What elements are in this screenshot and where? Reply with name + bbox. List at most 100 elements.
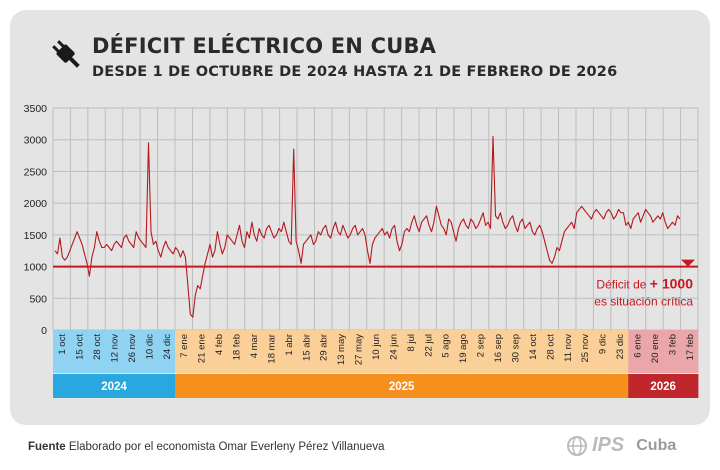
x-band-cell <box>140 330 158 373</box>
deficit-series-line <box>54 135 681 318</box>
x-band-cell <box>192 330 211 373</box>
x-band-cell <box>453 330 472 373</box>
x-tick-label: 4 feb <box>214 334 225 355</box>
x-tick-label: 21 ene <box>197 334 208 363</box>
x-tick-label: 24 jun <box>388 334 399 360</box>
x-band-cell <box>157 330 176 373</box>
x-band-cell <box>122 330 141 373</box>
x-tick-label: 5 ago <box>441 334 452 358</box>
x-band-cell <box>436 330 455 373</box>
x-tick-label: 2 sep <box>476 334 487 357</box>
year-band-2026 <box>628 374 699 398</box>
x-band-cell <box>314 330 333 373</box>
y-tick-label: 3000 <box>24 135 48 147</box>
x-tick-label: 3 feb <box>667 334 678 355</box>
y-tick-label: 2500 <box>24 166 48 178</box>
x-axis-bands <box>53 330 699 373</box>
x-band-cell <box>331 330 350 373</box>
x-band-cell <box>558 330 577 373</box>
year-label-2026: 2026 <box>650 381 676 393</box>
x-tick-label: 28 oct <box>92 334 103 360</box>
x-band-cell <box>471 330 490 373</box>
x-band-cell <box>227 330 246 373</box>
x-band-cell <box>175 330 193 373</box>
x-band-cell <box>349 330 368 373</box>
chart-title: DÉFICIT ELÉCTRICO EN CUBA <box>92 34 437 58</box>
x-tick-label: 9 dic <box>598 334 609 354</box>
threshold-annotation-line1: Déficit de + 1000 <box>596 276 693 292</box>
y-tick-label: 0 <box>41 325 47 337</box>
year-label-2025: 2025 <box>389 381 415 393</box>
x-tick-label: 22 jul <box>423 334 434 357</box>
y-tick-label: 2000 <box>24 198 48 210</box>
x-axis-ticks: 1 oct 15 oct 28 oct 12 nov 26 nov 10 dic 24 di… <box>57 334 696 366</box>
x-tick-label: 23 dic <box>615 334 626 360</box>
x-tick-label: 19 ago <box>458 334 469 363</box>
x-tick-label: 29 abr <box>319 334 330 361</box>
x-tick-label: 27 may <box>354 334 365 365</box>
ips-logo: IPS Cuba <box>566 434 676 457</box>
x-band-cell <box>593 330 612 373</box>
x-band-cell <box>506 330 525 373</box>
x-tick-label: 18 feb <box>232 334 243 360</box>
globe-icon <box>567 435 587 456</box>
x-tick-label: 25 nov <box>580 334 591 363</box>
plug-icon <box>52 40 80 68</box>
year-band-2024 <box>53 374 176 398</box>
x-tick-label: 4 mar <box>249 334 260 358</box>
x-tick-label: 18 mar <box>266 334 277 364</box>
x-band-cell <box>87 330 106 373</box>
x-band-cell <box>244 330 263 373</box>
x-tick-label: 12 nov <box>110 334 121 363</box>
x-tick-label: 15 abr <box>301 334 312 361</box>
source-text: Elaborado por el economista Omar Everlen… <box>65 441 385 453</box>
x-tick-label: 10 jun <box>371 334 382 360</box>
logo-ips: IPS <box>592 434 625 456</box>
x-band-cell <box>262 330 281 373</box>
x-band-cell <box>401 330 420 373</box>
x-band-cell <box>209 330 228 373</box>
year-band-2025 <box>175 374 629 398</box>
x-tick-label: 8 jul <box>406 334 417 351</box>
x-band-cell <box>628 330 647 373</box>
x-tick-label: 1 abr <box>284 334 295 356</box>
y-tick-label: 1000 <box>24 262 48 274</box>
x-tick-label: 16 sep <box>493 334 504 363</box>
x-tick-label: 28 oct <box>545 334 556 360</box>
x-tick-label: 20 ene <box>650 334 661 363</box>
x-band-cell <box>53 330 71 373</box>
x-tick-label: 13 may <box>336 334 347 365</box>
year-label-2024: 2024 <box>101 381 127 393</box>
x-band-cell <box>488 330 507 373</box>
x-band-cell <box>105 330 124 373</box>
y-tick-label: 500 <box>29 293 47 305</box>
x-tick-label: 11 nov <box>563 334 574 362</box>
x-tick-label: 15 oct <box>75 334 86 360</box>
x-tick-label: 26 nov <box>127 334 138 363</box>
x-tick-label: 30 sep <box>510 334 521 363</box>
x-band-cell <box>523 330 542 373</box>
x-band-cell <box>70 330 89 373</box>
x-tick-label: 14 oct <box>528 334 539 360</box>
x-band-cell <box>384 330 403 373</box>
x-band-cell <box>575 330 594 373</box>
line-chart: 0 500 1000 1500 2000 2500 3000 3500 1 oct 15 oct… <box>24 103 699 398</box>
x-tick-label: 10 dic <box>144 334 155 360</box>
x-tick-label: 17 feb <box>685 334 696 360</box>
y-tick-label: 3500 <box>24 103 48 115</box>
threshold-marker <box>681 259 695 267</box>
x-band-cell <box>610 330 629 373</box>
logo-cuba: Cuba <box>636 436 677 454</box>
x-tick-label: 7 ene <box>179 334 190 358</box>
x-band-cell <box>279 330 298 373</box>
x-band-cell <box>297 330 315 373</box>
y-axis: 0 500 1000 1500 2000 2500 3000 3500 <box>24 103 48 337</box>
chart-subtitle: DESDE 1 DE OCTUBRE DE 2024 HASTA 21 DE F… <box>92 64 618 80</box>
x-band-cell <box>419 330 437 373</box>
x-band-cell <box>663 330 681 373</box>
x-tick-label: 1 oct <box>57 334 68 355</box>
source-label: Fuente <box>28 441 66 453</box>
year-bands: 2024 2025 2026 <box>53 374 699 398</box>
source-footer: Fuente Elaborado por el economista Omar … <box>28 441 384 453</box>
threshold-annotation-line2: es situación crítica <box>594 295 693 309</box>
